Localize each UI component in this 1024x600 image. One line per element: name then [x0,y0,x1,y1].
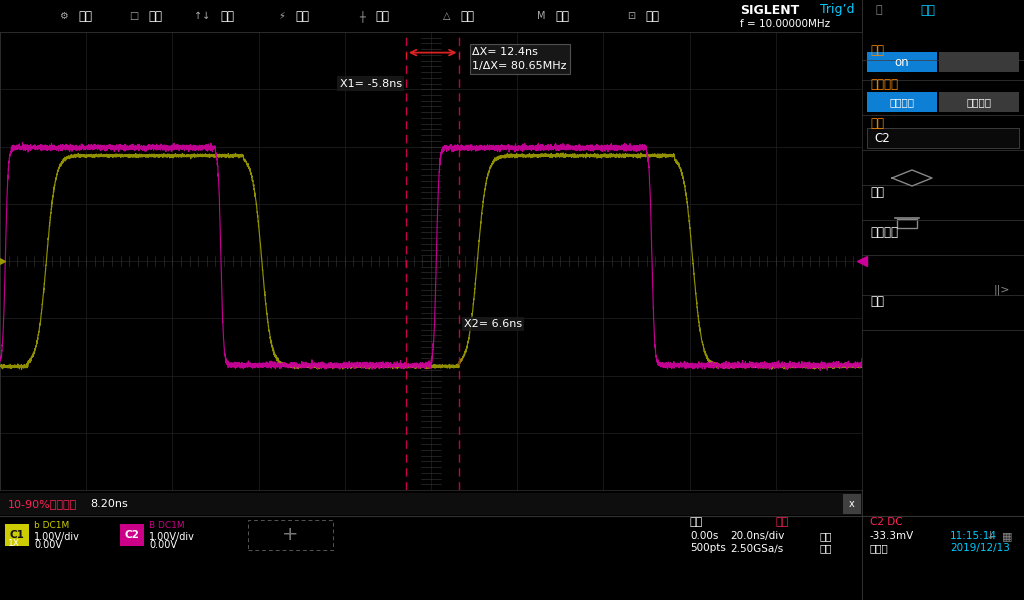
Text: 数学: 数学 [555,10,569,22]
Text: 显示: 显示 [148,10,162,22]
Text: 10-90%上升时间: 10-90%上升时间 [8,499,77,509]
Text: 边泿: 边泿 [820,543,833,553]
FancyBboxPatch shape [5,524,29,546]
Text: 8.20ns: 8.20ns [90,499,128,509]
Text: 500pts: 500pts [690,543,726,553]
Text: 2019/12/13: 2019/12/13 [950,543,1010,553]
Text: M: M [537,11,545,21]
Text: ⚙: ⚙ [59,11,68,21]
Text: 1X: 1X [8,539,19,548]
Text: 光标: 光标 [375,10,389,22]
Text: 2.50GSa∕s: 2.50GSa∕s [730,543,783,553]
Text: □: □ [129,11,138,21]
Text: +: + [282,526,298,545]
Text: f = 10.00000MHz: f = 10.00000MHz [740,19,830,29]
Text: ⊡: ⊡ [627,11,635,21]
Text: C2: C2 [874,131,890,145]
Text: 测量: 测量 [920,4,935,16]
Text: X2= 6.6ns: X2= 6.6ns [464,319,522,329]
Text: x: x [849,499,855,509]
Text: 采样: 采样 [220,10,234,22]
Text: 自: 自 [874,5,882,15]
FancyBboxPatch shape [120,524,144,546]
Text: 功能: 功能 [78,10,92,22]
Text: 门限: 门限 [870,295,884,308]
Text: 分析: 分析 [645,10,659,22]
Text: 0.00V: 0.00V [150,540,177,550]
Text: 0.00V: 0.00V [34,540,62,550]
Text: ||>: ||> [993,285,1010,295]
Text: X1= -5.8ns: X1= -5.8ns [340,79,401,89]
FancyBboxPatch shape [867,128,1019,148]
FancyBboxPatch shape [843,494,861,514]
Text: b DC1M: b DC1M [34,521,70,530]
Text: C2: C2 [125,530,139,540]
Text: 1.00V/div: 1.00V/div [34,532,80,542]
Text: 信源: 信源 [870,117,884,130]
Text: 1X: 1X [122,539,134,548]
Text: -33.3mV: -33.3mV [870,531,914,541]
Text: 测量: 测量 [870,44,884,57]
Text: 20.0ns/div: 20.0ns/div [730,531,784,541]
Text: on: on [895,55,909,68]
Text: SIGLENT: SIGLENT [740,4,800,16]
Text: 11:15:14: 11:15:14 [950,531,997,541]
Text: ΔX= 12.4ns
1/ΔX= 80.65MHz: ΔX= 12.4ns 1/ΔX= 80.65MHz [472,47,567,71]
Text: ⚡: ⚡ [279,11,285,21]
Text: B DC1M: B DC1M [150,521,184,530]
FancyBboxPatch shape [867,92,937,112]
FancyBboxPatch shape [939,92,1019,112]
Text: 清除测量: 清除测量 [870,226,898,238]
Text: 自动: 自动 [820,531,833,541]
Text: 触发: 触发 [295,10,309,22]
Text: ↑↓: ↑↓ [194,11,210,21]
FancyBboxPatch shape [867,52,937,72]
Text: 测量: 测量 [460,10,474,22]
Text: 高级测量: 高级测量 [967,97,991,107]
Text: △: △ [442,11,450,21]
Text: Trig’d: Trig’d [820,4,854,16]
Text: 1.00V/div: 1.00V/div [150,532,195,542]
Text: 上升泿: 上升泿 [870,543,889,553]
Text: 时基: 时基 [690,517,703,527]
Text: 0.00s: 0.00s [690,531,719,541]
Text: ↓: ↓ [985,531,994,541]
FancyBboxPatch shape [939,52,1019,72]
Text: 测量类型: 测量类型 [870,78,898,91]
Text: 类型: 类型 [870,185,884,199]
Text: ▦: ▦ [1001,531,1013,541]
Text: ┼: ┼ [359,10,365,22]
Text: 基本测量: 基本测量 [890,97,914,107]
FancyBboxPatch shape [0,493,862,515]
Text: 触发: 触发 [775,517,788,527]
Text: C2 DC: C2 DC [870,517,902,527]
Text: C1: C1 [9,530,25,540]
